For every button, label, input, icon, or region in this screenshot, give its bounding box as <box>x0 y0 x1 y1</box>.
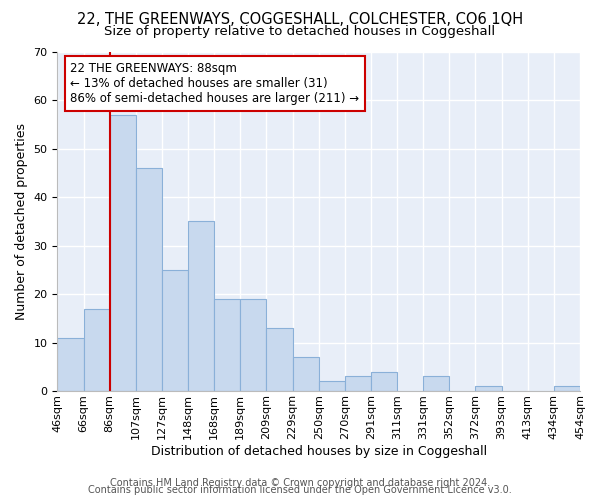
Bar <box>136 168 162 391</box>
Bar <box>241 299 266 391</box>
Bar <box>58 338 83 391</box>
Text: 22, THE GREENWAYS, COGGESHALL, COLCHESTER, CO6 1QH: 22, THE GREENWAYS, COGGESHALL, COLCHESTE… <box>77 12 523 28</box>
Bar <box>110 114 136 391</box>
Bar <box>214 299 241 391</box>
Bar <box>319 382 345 391</box>
Bar <box>188 222 214 391</box>
Bar <box>162 270 188 391</box>
Text: 22 THE GREENWAYS: 88sqm
← 13% of detached houses are smaller (31)
86% of semi-de: 22 THE GREENWAYS: 88sqm ← 13% of detache… <box>70 62 359 104</box>
Text: Size of property relative to detached houses in Coggeshall: Size of property relative to detached ho… <box>104 25 496 38</box>
X-axis label: Distribution of detached houses by size in Coggeshall: Distribution of detached houses by size … <box>151 444 487 458</box>
Bar <box>371 372 397 391</box>
Bar <box>266 328 293 391</box>
Y-axis label: Number of detached properties: Number of detached properties <box>15 123 28 320</box>
Text: Contains public sector information licensed under the Open Government Licence v3: Contains public sector information licen… <box>88 485 512 495</box>
Bar <box>475 386 502 391</box>
Bar <box>345 376 371 391</box>
Text: Contains HM Land Registry data © Crown copyright and database right 2024.: Contains HM Land Registry data © Crown c… <box>110 478 490 488</box>
Bar <box>83 308 110 391</box>
Bar <box>293 357 319 391</box>
Bar <box>554 386 580 391</box>
Bar <box>423 376 449 391</box>
